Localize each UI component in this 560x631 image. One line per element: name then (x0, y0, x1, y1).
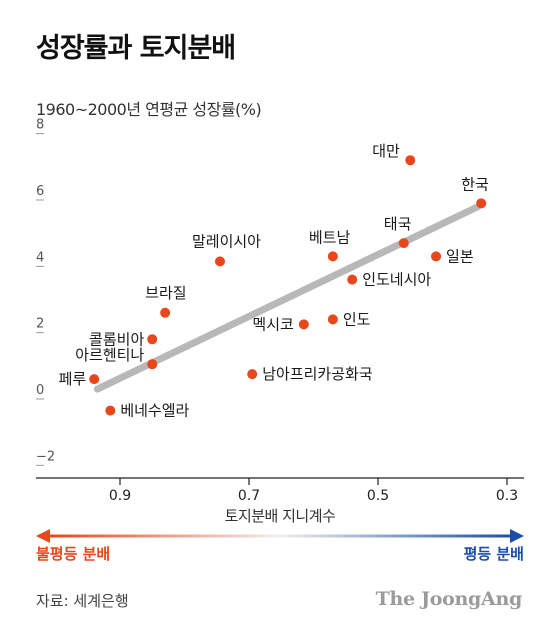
data-point (405, 155, 416, 166)
trend-line (93, 203, 482, 393)
point-label: 대만 (372, 142, 400, 160)
y-axis-label: 1960~2000년 연평균 성장률(%) (36, 100, 262, 119)
data-point (214, 256, 225, 267)
data-point (347, 274, 358, 285)
x-tick-label: 0.5 (367, 488, 389, 504)
x-tick-label: 0.3 (496, 488, 518, 504)
chart-title: 성장률과 토지분배 (36, 33, 236, 64)
point-label: 한국 (461, 175, 489, 193)
data-point (147, 334, 158, 345)
unequal-distribution-label: 불평등 분배 (36, 545, 111, 563)
point-label: 말레이시아 (192, 232, 261, 250)
x-axis-label: 토지분배 지니계수 (224, 507, 336, 525)
point-label: 콜롬비아 (89, 330, 144, 348)
data-point (327, 314, 338, 325)
arrow-head-right (510, 529, 524, 543)
data-point (327, 251, 338, 262)
point-label: 베네수엘라 (120, 402, 189, 420)
data-point (105, 405, 116, 416)
point-label: 인도네시아 (362, 271, 431, 289)
point-label: 베트남 (309, 228, 351, 246)
point-label: 아르헨티나 (75, 346, 144, 364)
point-label: 페루 (59, 370, 87, 388)
arrow-head-left (36, 529, 50, 543)
point-label: 일본 (446, 247, 474, 265)
data-point (160, 307, 171, 318)
direction-arrow (36, 529, 524, 543)
y-tick-label: 8 (36, 118, 44, 133)
data-point (398, 238, 409, 249)
axes (36, 133, 524, 485)
data-point (431, 251, 442, 262)
point-label: 남아프리카공화국 (262, 365, 373, 383)
tick-labels: −2 0 2 4 6 8 0.9 0.7 0.5 0.3 (36, 118, 518, 504)
data-point (298, 319, 309, 330)
y-tick-label: −2 (36, 449, 55, 464)
point-label: 브라질 (145, 284, 186, 302)
equal-distribution-label: 평등 분배 (463, 545, 524, 563)
y-tick-label: 6 (36, 184, 44, 199)
source-note: 자료: 세계은행 (36, 592, 129, 610)
arrow-shaft (48, 534, 512, 538)
point-label: 인도 (343, 310, 371, 328)
data-point (89, 374, 100, 385)
data-points (89, 155, 487, 416)
point-label: 태국 (384, 215, 412, 233)
x-tick-label: 0.9 (109, 488, 131, 504)
trend-line-path (93, 203, 482, 393)
x-tick-label: 0.7 (238, 488, 260, 504)
data-point (476, 198, 487, 209)
publisher-logo: The JoongAng (375, 588, 523, 610)
y-tick-label: 0 (36, 383, 44, 398)
point-label: 멕시코 (252, 315, 293, 333)
y-tick-label: 4 (36, 250, 44, 265)
data-point (147, 359, 158, 370)
y-tick-label: 2 (36, 317, 44, 332)
data-point (247, 369, 258, 380)
